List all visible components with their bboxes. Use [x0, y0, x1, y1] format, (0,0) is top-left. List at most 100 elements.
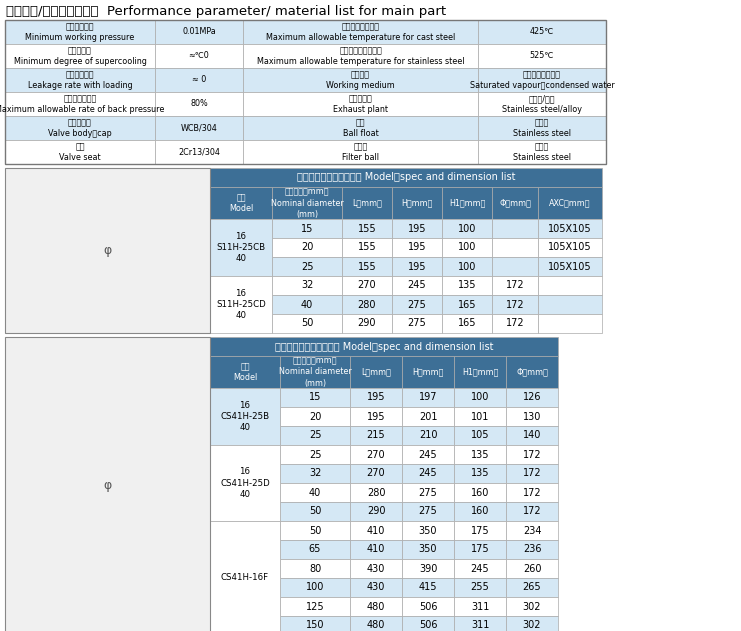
- Bar: [350, 464, 402, 483]
- Bar: [155, 116, 243, 140]
- Text: 135: 135: [458, 281, 476, 290]
- Bar: [350, 597, 402, 616]
- Text: 172: 172: [522, 468, 542, 478]
- Bar: [492, 295, 538, 314]
- Text: H1（mm）: H1（mm）: [462, 367, 498, 377]
- Text: L（mm）: L（mm）: [352, 199, 382, 208]
- Bar: [454, 388, 506, 407]
- Bar: [506, 356, 558, 388]
- Bar: [210, 187, 272, 219]
- Text: 425℃: 425℃: [530, 28, 554, 37]
- Bar: [5, 92, 155, 116]
- Bar: [210, 445, 280, 521]
- Bar: [442, 276, 492, 295]
- Text: 80: 80: [309, 563, 321, 574]
- Bar: [454, 464, 506, 483]
- Bar: [272, 187, 342, 219]
- Bar: [454, 578, 506, 597]
- Text: WCB/304: WCB/304: [181, 124, 217, 133]
- Text: 172: 172: [505, 281, 525, 290]
- Text: 型号、规格、外形尺寸表 Model、spec and dimension list: 型号、规格、外形尺寸表 Model、spec and dimension lis…: [296, 172, 515, 182]
- Bar: [243, 44, 478, 68]
- Text: 160: 160: [471, 507, 489, 517]
- Bar: [392, 187, 442, 219]
- Bar: [506, 426, 558, 445]
- Text: 32: 32: [301, 281, 313, 290]
- Bar: [243, 92, 478, 116]
- Text: 25: 25: [301, 261, 313, 271]
- Text: 195: 195: [408, 223, 426, 233]
- Bar: [342, 314, 392, 333]
- Text: 350: 350: [419, 545, 437, 555]
- Text: 型号、规格、外形尺寸表 Model、spec and dimension list: 型号、规格、外形尺寸表 Model、spec and dimension lis…: [275, 341, 494, 351]
- Bar: [280, 559, 350, 578]
- Bar: [392, 219, 442, 238]
- Text: 210: 210: [419, 430, 437, 440]
- Bar: [342, 276, 392, 295]
- Text: 195: 195: [408, 261, 426, 271]
- Bar: [350, 388, 402, 407]
- Text: 20: 20: [309, 411, 321, 422]
- Text: ≈ 0: ≈ 0: [192, 76, 206, 85]
- Bar: [506, 559, 558, 578]
- Text: 100: 100: [458, 242, 476, 252]
- Bar: [272, 257, 342, 276]
- Text: 浮球
Ball float: 浮球 Ball float: [342, 118, 379, 138]
- Bar: [342, 187, 392, 219]
- Bar: [5, 20, 155, 44]
- Bar: [272, 295, 342, 314]
- Text: 100: 100: [458, 223, 476, 233]
- Bar: [442, 257, 492, 276]
- Text: 172: 172: [522, 488, 542, 497]
- Text: 阀座
Valve seat: 阀座 Valve seat: [59, 142, 101, 162]
- Bar: [454, 597, 506, 616]
- Bar: [392, 295, 442, 314]
- Text: 126: 126: [522, 392, 541, 403]
- Text: H1（mm）: H1（mm）: [449, 199, 485, 208]
- Text: 100: 100: [306, 582, 325, 593]
- Text: 270: 270: [367, 449, 385, 459]
- Text: CS41H-16F: CS41H-16F: [221, 574, 269, 582]
- Text: 25: 25: [309, 430, 322, 440]
- Bar: [280, 388, 350, 407]
- Text: 275: 275: [419, 507, 437, 517]
- Bar: [402, 616, 454, 631]
- Bar: [538, 187, 602, 219]
- Text: 不锈钢/合金
Stainless steel/alloy: 不锈钢/合金 Stainless steel/alloy: [502, 94, 582, 114]
- Bar: [442, 238, 492, 257]
- Text: 16
S11H-25CB
40: 16 S11H-25CB 40: [216, 232, 265, 263]
- Bar: [478, 92, 606, 116]
- Text: 50: 50: [309, 526, 321, 536]
- Text: 25: 25: [309, 449, 322, 459]
- Bar: [442, 314, 492, 333]
- Text: 506: 506: [419, 620, 437, 630]
- Text: 302: 302: [522, 601, 541, 611]
- Bar: [538, 276, 602, 295]
- Text: 275: 275: [419, 488, 437, 497]
- Text: 155: 155: [358, 261, 376, 271]
- Bar: [155, 68, 243, 92]
- Bar: [5, 168, 210, 333]
- Text: 165: 165: [458, 300, 476, 309]
- Text: 506: 506: [419, 601, 437, 611]
- Text: 100: 100: [471, 392, 489, 403]
- Text: 2Cr13/304: 2Cr13/304: [178, 148, 220, 156]
- Text: 172: 172: [505, 300, 525, 309]
- Bar: [155, 44, 243, 68]
- Bar: [392, 238, 442, 257]
- Text: 32: 32: [309, 468, 321, 478]
- Text: 150: 150: [306, 620, 325, 630]
- Bar: [342, 295, 392, 314]
- Bar: [454, 356, 506, 388]
- Bar: [402, 483, 454, 502]
- Text: 不锈钢最高允许温度
Maximum allowable temperature for stainless steel: 不锈钢最高允许温度 Maximum allowable temperature …: [256, 46, 465, 66]
- Text: 50: 50: [309, 507, 321, 517]
- Bar: [402, 464, 454, 483]
- Text: 15: 15: [309, 392, 321, 403]
- Bar: [5, 20, 606, 164]
- Bar: [402, 540, 454, 559]
- Text: 型号
Model: 型号 Model: [233, 362, 257, 382]
- Bar: [350, 521, 402, 540]
- Bar: [506, 464, 558, 483]
- Text: 255: 255: [471, 582, 489, 593]
